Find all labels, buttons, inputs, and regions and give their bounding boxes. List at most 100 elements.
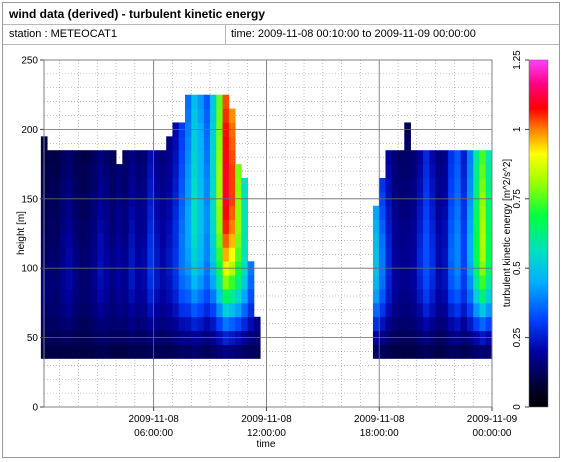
heatmap-cell xyxy=(423,247,430,262)
heatmap-cell xyxy=(153,289,161,304)
heatmap-cell xyxy=(59,247,67,262)
heatmap-cell xyxy=(128,247,136,262)
heatmap-cell xyxy=(191,150,198,165)
heatmap-cell xyxy=(166,289,173,304)
heatmap-cell xyxy=(460,302,468,318)
heatmap-cell xyxy=(184,316,192,332)
heatmap-cell xyxy=(448,205,455,221)
heatmap-cell xyxy=(109,219,117,234)
heatmap-cell xyxy=(97,247,104,262)
heatmap-cell xyxy=(147,302,155,318)
heatmap-cell xyxy=(172,289,180,304)
heatmap-cell xyxy=(222,164,230,179)
heatmap-cell xyxy=(122,316,129,332)
heatmap-cell xyxy=(448,344,455,359)
time-range-label: time: 2009-11-08 00:10:00 to 2009-11-09 … xyxy=(231,28,476,40)
heatmap-cell xyxy=(53,150,61,165)
heatmap-cell xyxy=(103,344,111,359)
heatmap-cell xyxy=(65,205,73,221)
heatmap-cell xyxy=(410,302,418,318)
heatmap-cell xyxy=(391,316,399,332)
heatmap-cell xyxy=(47,275,54,290)
heatmap-cell xyxy=(216,108,223,123)
heatmap-cell xyxy=(253,344,261,359)
heatmap-cell xyxy=(109,302,117,318)
heatmap-cell xyxy=(184,205,192,221)
heatmap-cell xyxy=(466,289,474,304)
heatmap-cell xyxy=(84,289,92,304)
heatmap-cell xyxy=(172,233,180,248)
heatmap-cell xyxy=(404,164,411,179)
heatmap-cell xyxy=(122,302,129,318)
heatmap-cell xyxy=(404,316,411,332)
heatmap-cell xyxy=(416,247,424,262)
heatmap-cell xyxy=(78,205,86,221)
heatmap-cell xyxy=(72,219,79,234)
heatmap-cell xyxy=(203,94,211,109)
heatmap-cell xyxy=(53,233,61,248)
heatmap-cell xyxy=(228,344,236,359)
heatmap-cell xyxy=(203,205,211,221)
heatmap-cell xyxy=(178,316,186,332)
x-tick-label-date: 2009-11-09 xyxy=(467,414,518,425)
heatmap-cell xyxy=(228,108,236,123)
colorbar xyxy=(528,59,549,408)
heatmap-cell xyxy=(122,344,129,359)
heatmap-cell xyxy=(479,150,487,165)
heatmap-cell xyxy=(184,289,192,304)
heatmap-cell xyxy=(454,233,462,248)
heatmap-cell xyxy=(159,344,167,359)
heatmap-cell xyxy=(460,275,468,290)
heatmap-cell xyxy=(241,316,249,332)
heatmap-cell xyxy=(247,316,255,332)
heatmap-cell xyxy=(153,302,161,318)
heatmap-cell xyxy=(197,289,205,304)
heatmap-cell xyxy=(203,302,211,318)
heatmap-cell xyxy=(47,302,54,318)
heatmap-cell xyxy=(216,302,223,318)
heatmap-cell xyxy=(166,275,173,290)
heatmap-cell xyxy=(203,316,211,332)
heatmap-cell xyxy=(466,247,474,262)
heatmap-cell xyxy=(172,205,180,221)
heatmap-cell xyxy=(423,150,430,165)
heatmap-cell xyxy=(84,177,92,193)
heatmap-cell xyxy=(479,275,487,290)
colorbar-tick-label: 1 xyxy=(512,126,523,132)
heatmap-cell xyxy=(372,247,380,262)
heatmap-cell xyxy=(159,247,167,262)
heatmap-cell xyxy=(97,219,104,234)
heatmap-cell xyxy=(90,219,98,234)
heatmap-cell xyxy=(241,247,249,262)
heatmap-cell xyxy=(134,275,142,290)
heatmap-cell xyxy=(473,316,480,332)
heatmap-cell xyxy=(134,302,142,318)
heatmap-cell xyxy=(103,205,111,221)
heatmap-cell xyxy=(372,302,380,318)
heatmap-cell xyxy=(228,275,236,290)
heatmap-cell xyxy=(391,302,399,318)
heatmap-cell xyxy=(228,150,236,165)
heatmap-cell xyxy=(454,150,462,165)
heatmap-cell xyxy=(90,233,98,248)
heatmap-cell xyxy=(84,247,92,262)
heatmap-cell xyxy=(435,177,443,193)
heatmap-cell xyxy=(197,205,205,221)
heatmap-cell xyxy=(466,219,474,234)
heatmap-cell xyxy=(222,177,230,193)
heatmap-cell xyxy=(47,205,54,221)
heatmap-cell xyxy=(197,275,205,290)
heatmap-cell xyxy=(159,164,167,179)
x-axis: 2009-11-08 06:00:00 2009-11-08 12:00:00 2009… xyxy=(128,407,518,439)
heatmap-cell xyxy=(84,164,92,179)
heatmap-cell xyxy=(97,302,104,318)
heatmap-cell xyxy=(59,233,67,248)
heatmap-cell xyxy=(228,164,236,179)
heatmap-cell xyxy=(103,275,111,290)
heatmap-cell xyxy=(385,289,393,304)
heatmap-cell xyxy=(222,136,230,151)
heatmap-cell xyxy=(134,289,142,304)
heatmap-cell xyxy=(103,316,111,332)
y-tick-label: 0 xyxy=(32,403,38,414)
